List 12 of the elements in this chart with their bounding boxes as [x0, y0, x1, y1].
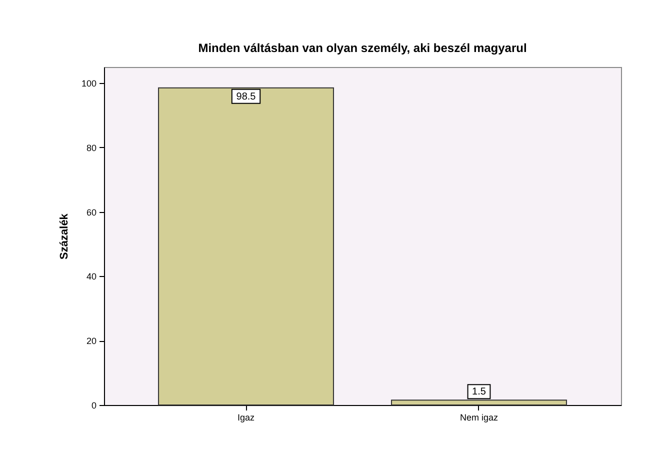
y-tick-label: 100: [81, 78, 96, 89]
chart-title: Minden váltásban van olyan személy, aki beszél magyarul: [198, 41, 527, 55]
x-tick-label: Igaz: [238, 412, 256, 422]
y-tick-label: 60: [86, 207, 96, 218]
x-tick-label: Nem igaz: [460, 412, 498, 422]
y-tick-label: 20: [86, 336, 96, 346]
y-tick-label: 80: [86, 142, 96, 153]
y-tick-label: 40: [86, 272, 96, 282]
y-tick-label: 0: [91, 400, 96, 410]
data-label: 1.5: [472, 386, 486, 398]
y-axis-title: Százalék: [58, 212, 70, 260]
data-label: 98.5: [236, 91, 256, 102]
